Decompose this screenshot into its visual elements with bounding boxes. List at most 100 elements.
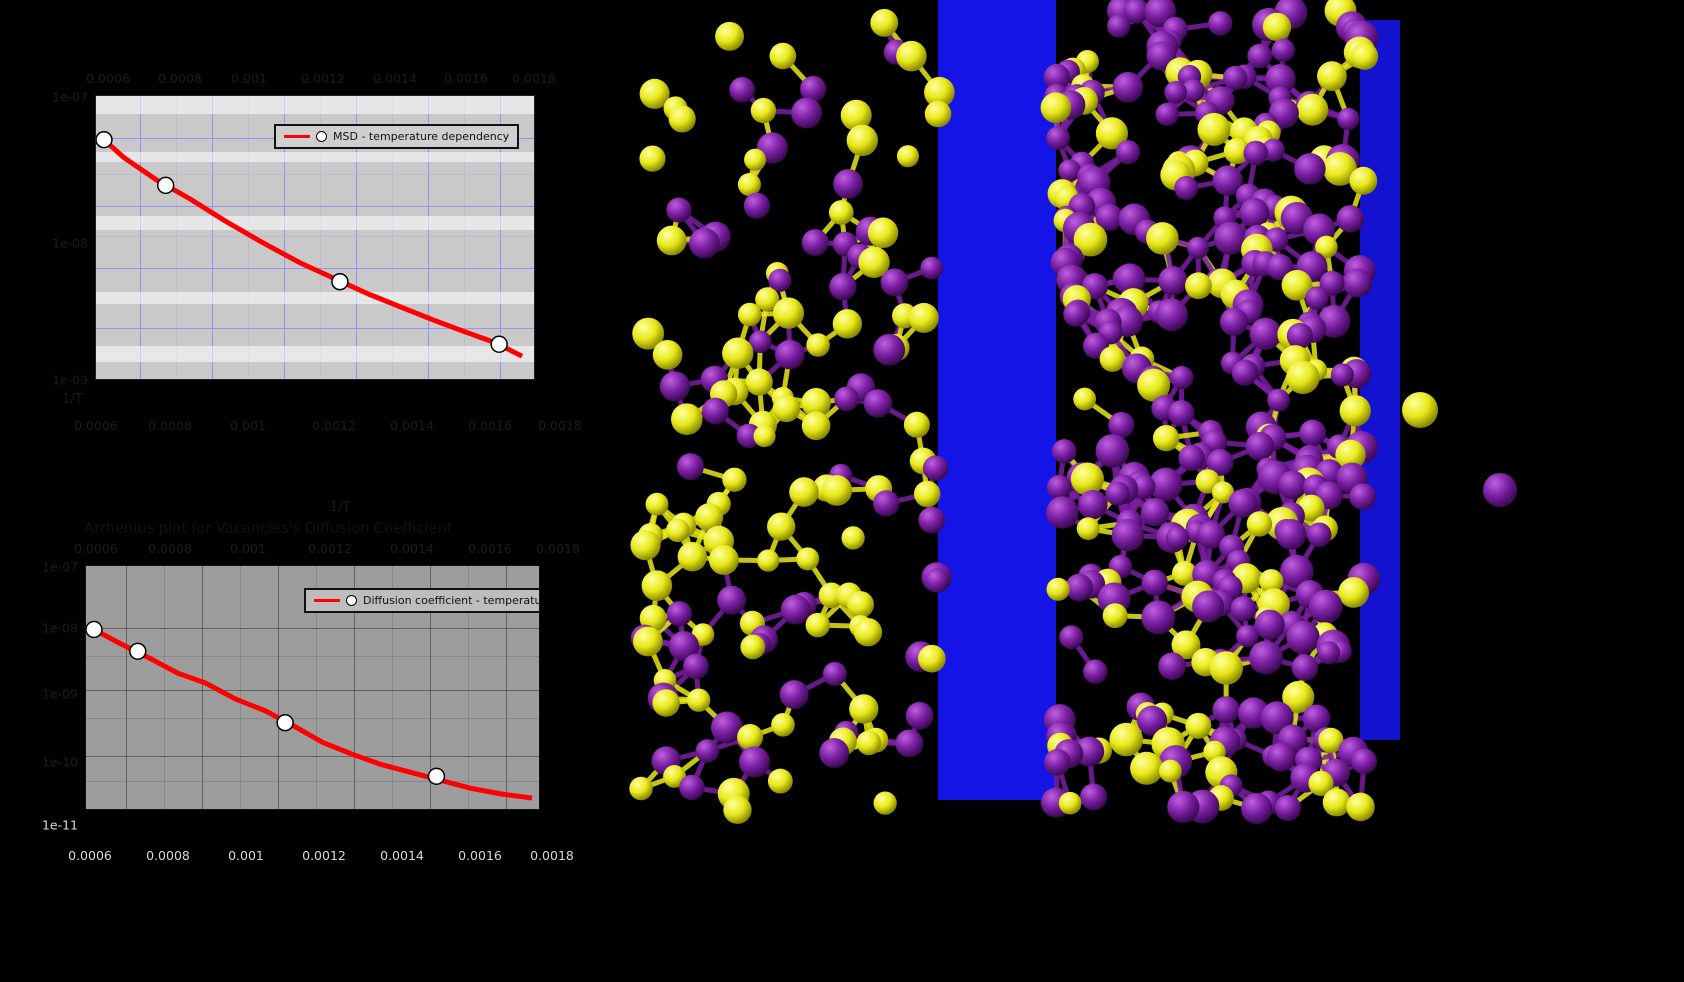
- atom-purple: [918, 506, 946, 534]
- atom-yellow: [853, 618, 883, 647]
- atom-purple: [729, 77, 755, 103]
- atom-purple: [1170, 365, 1194, 390]
- legend-marker-swatch: [346, 595, 357, 606]
- atom-purple: [1319, 270, 1345, 296]
- atom-purple: [1245, 432, 1275, 461]
- atom-cluster[interactable]: [600, 0, 1684, 982]
- top-plot-ytick-2: 1e-09: [51, 372, 88, 388]
- plots-panel: 0.0006 0.0008 0.001 0.0012 0.0014 0.0016…: [0, 0, 600, 982]
- atom-yellow: [1335, 439, 1366, 471]
- top-plot-xlabel: 1/T: [62, 392, 83, 407]
- atom-purple: [1236, 624, 1259, 648]
- atom-purple: [1178, 444, 1205, 471]
- legend-line-swatch: [314, 599, 340, 602]
- atom-yellow: [1322, 151, 1357, 186]
- top-plot-xtick-3: 0.0012: [301, 71, 345, 86]
- atom-yellow: [666, 518, 690, 543]
- atom-purple: [1155, 298, 1188, 332]
- atom-purple: [1164, 81, 1187, 104]
- legend-marker-swatch: [316, 131, 327, 142]
- atom-purple: [791, 97, 822, 129]
- atom-purple: [1065, 573, 1093, 602]
- atom-yellow: [841, 526, 865, 550]
- atom-yellow: [1322, 788, 1351, 817]
- top-plot-xtick-5: 0.0016: [444, 71, 488, 86]
- atom-purple: [1299, 419, 1326, 447]
- atom-purple: [1280, 554, 1314, 589]
- atom-purple: [1265, 63, 1296, 95]
- atom-purple: [1260, 701, 1294, 735]
- atom-purple: [829, 273, 857, 301]
- bottom-arrhenius-plot: Arrhenius plot for Vacancies's Diffusion…: [0, 0, 600, 982]
- atom-yellow: [917, 644, 946, 673]
- atom-yellow: [750, 97, 777, 124]
- atom-yellow: [737, 724, 764, 751]
- atom-purple: [702, 397, 729, 425]
- atom-purple: [1254, 609, 1285, 640]
- atom-yellow: [858, 246, 890, 279]
- atom-yellow: [767, 768, 793, 794]
- atom-purple: [1140, 498, 1170, 527]
- atom-purple: [1167, 790, 1200, 823]
- atom-yellow: [828, 200, 854, 225]
- atom-yellow: [870, 8, 899, 37]
- atom-purple: [666, 601, 692, 627]
- atom-purple: [1112, 72, 1144, 103]
- atom-purple: [895, 729, 924, 758]
- top-plot-bottom-xtick-4: 0.0014: [390, 418, 434, 433]
- atom-yellow: [924, 76, 955, 108]
- atom-purple: [1095, 434, 1130, 468]
- atom-purple: [1213, 221, 1247, 255]
- bottom-plot-xtick-5: 0.0016: [468, 541, 512, 556]
- bottom-plot-bottom-xtick-3: 0.0012: [302, 848, 346, 863]
- atom-purple: [800, 75, 827, 103]
- atom-purple: [668, 631, 700, 662]
- atom-yellow: [769, 42, 797, 70]
- atom-yellow: [1137, 368, 1171, 402]
- atom-yellow: [1130, 751, 1164, 785]
- atom-purple: [717, 585, 746, 615]
- atom-yellow: [652, 689, 680, 717]
- atom-yellow: [1281, 269, 1313, 301]
- atom-yellow: [856, 730, 882, 756]
- atom-purple: [1158, 652, 1186, 680]
- atom-purple: [1249, 640, 1283, 675]
- atom-yellow: [1158, 759, 1182, 783]
- atom-yellow: [630, 530, 661, 561]
- atom-yellow: [740, 634, 766, 660]
- atom-purple: [736, 423, 762, 449]
- atom-purple: [1155, 102, 1179, 126]
- atom-yellow: [1073, 222, 1108, 257]
- atom-purple: [1275, 519, 1307, 550]
- atom-purple: [710, 711, 743, 744]
- top-plot-frame: MSD - temperature dependency: [95, 95, 535, 380]
- atom-purple: [1266, 742, 1296, 772]
- atom-yellow: [755, 287, 780, 312]
- atom-purple: [1148, 467, 1183, 502]
- atom-purple: [1278, 470, 1307, 500]
- atom-yellow: [796, 547, 820, 571]
- atom-yellow: [1152, 424, 1180, 452]
- molecular-structure-view[interactable]: [600, 0, 1684, 982]
- top-plot-xtick-1: 0.0008: [158, 71, 202, 86]
- atom-purple: [1141, 600, 1176, 635]
- atom-yellow: [789, 477, 819, 507]
- atom-purple: [1078, 490, 1108, 520]
- bottom-plot-bottom-xtick-6: 0.0018: [530, 848, 574, 863]
- atom-yellow: [1259, 569, 1284, 594]
- atom-yellow: [1109, 722, 1143, 757]
- atom-purple: [1196, 520, 1226, 549]
- atom-purple: [1181, 79, 1205, 103]
- atom-purple: [1291, 654, 1319, 681]
- atom-purple: [1306, 522, 1332, 548]
- atom-purple: [873, 490, 900, 517]
- atom-purple: [1483, 473, 1517, 507]
- atom-purple: [666, 197, 692, 223]
- atom-purple: [775, 339, 805, 370]
- atom-purple: [1271, 38, 1295, 62]
- atom-purple: [833, 169, 863, 199]
- atom-purple: [1192, 590, 1225, 623]
- atom-purple: [1046, 496, 1079, 529]
- atom-yellow: [805, 612, 830, 638]
- atom-purple: [863, 389, 893, 418]
